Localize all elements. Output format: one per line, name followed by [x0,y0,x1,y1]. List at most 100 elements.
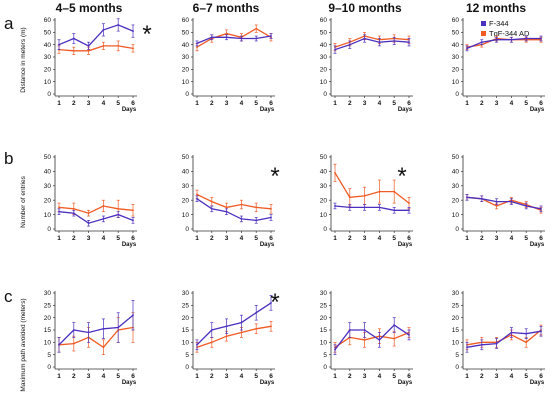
series-line [196,35,272,45]
data-point [525,341,528,344]
y-tick-label: 50 [320,154,328,161]
series-line [196,302,272,346]
x-tick-label: 4 [102,235,106,242]
data-point [393,190,396,193]
series-line [334,324,410,351]
y-tick-label: 5 [47,352,51,359]
y-axis-label: Number of entries [20,175,27,227]
y-tick-label: 10 [452,79,460,86]
data-point [540,330,542,333]
x-tick-label: 5 [392,235,396,242]
y-tick-label: 0 [455,226,459,233]
y-tick-label: 50 [44,30,52,37]
x-tick-label: 5 [254,373,258,380]
data-point [495,200,498,203]
x-tick-label: 2 [210,100,214,107]
y-axis-label: Distance in meters (m) [20,27,27,92]
y-tick-label: 0 [323,91,327,98]
y-tick-label: 50 [452,30,460,37]
series-f-344 [195,195,273,224]
series-f-344 [57,208,135,227]
series-line [58,211,134,224]
data-point [132,47,134,50]
data-point [270,301,272,304]
y-tick-label: 20 [452,197,460,204]
data-point [72,212,75,215]
y-tick-label: 30 [44,290,52,297]
series-f-344 [195,33,273,47]
series-tgf-344-ad [57,199,135,218]
data-point [378,190,381,193]
y-tick-label: 10 [182,340,190,347]
data-point [480,343,483,346]
data-point [393,324,396,326]
x-tick-label: 4 [510,100,514,107]
x-tick-label: 5 [392,373,396,380]
data-point [72,342,75,345]
data-point [102,205,105,207]
y-tick-label: 20 [182,315,190,322]
x-axis-label: Days [398,107,413,113]
series-line [466,37,541,49]
series-line [334,35,410,48]
data-point [225,36,228,39]
data-point [378,338,381,341]
legend-swatch-f344 [481,21,486,26]
y-tick-label: 25 [452,303,460,310]
data-point [240,37,243,40]
data-point [408,202,410,204]
y-tick-label: 30 [320,54,328,61]
x-axis-label: Days [530,107,545,113]
data-point [225,206,228,209]
y-tick-label: 30 [182,54,190,61]
data-point [363,206,366,209]
significance-star: * [397,163,406,190]
data-point [270,325,272,328]
series-line [196,27,272,48]
series-line [58,314,134,346]
data-point [72,49,75,52]
data-point [270,216,272,219]
y-tick-label: 10 [320,79,328,86]
column-title: 9–10 months [328,1,402,15]
series-tgf-344-ad [333,163,411,210]
data-point [72,37,75,40]
series-tgf-344-ad [333,327,411,353]
y-axis-label: Maximum path avoided (meters) [20,298,27,391]
x-tick-label: 2 [210,373,214,380]
y-tick-label: 50 [452,154,460,161]
data-point [408,41,410,44]
x-tick-label: 3 [225,100,229,107]
data-point [334,205,336,207]
y-tick-label: 5 [185,352,189,359]
y-tick-label: 20 [452,67,460,74]
series-line [334,331,410,348]
data-point [132,30,134,32]
x-tick-label: 6 [539,373,543,380]
y-tick-label: 40 [182,169,190,176]
x-axis-label: Days [122,242,137,248]
x-tick-label: 4 [102,100,106,107]
data-point [540,37,542,40]
y-tick-label: 0 [185,226,189,233]
data-point [348,206,351,209]
data-point [196,42,198,45]
x-tick-label: 5 [392,100,396,107]
x-tick-label: 5 [524,235,528,242]
y-tick-label: 10 [452,340,460,347]
y-tick-label: 30 [182,290,190,297]
data-point [393,337,396,340]
x-tick-label: 1 [465,373,469,380]
series-f-344 [465,194,543,213]
x-tick-label: 1 [57,235,61,242]
series-line [58,45,134,52]
y-tick-label: 0 [323,226,327,233]
series-tgf-344-ad [195,189,273,214]
x-tick-label: 2 [348,235,352,242]
y-tick-label: 10 [44,79,52,86]
x-tick-label: 1 [195,235,199,242]
x-tick-label: 1 [333,100,337,107]
